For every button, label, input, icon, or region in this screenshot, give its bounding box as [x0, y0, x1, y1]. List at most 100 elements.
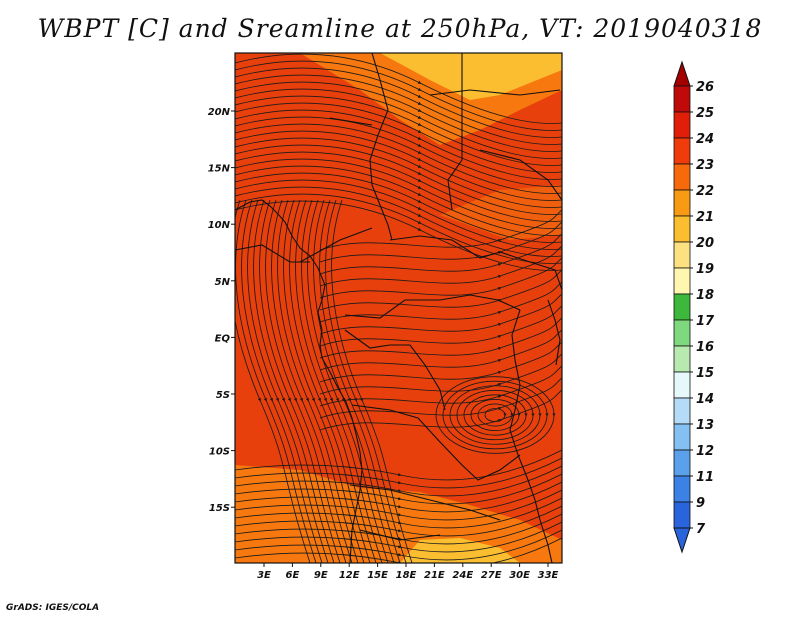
- lat-tick-label: 5N: [215, 277, 231, 288]
- streamline: [331, 199, 413, 563]
- streamline: [235, 513, 562, 545]
- border-line-11: [359, 529, 441, 541]
- colorbar-swatch: [673, 111, 691, 139]
- lon-tick-label: 24E: [452, 570, 473, 581]
- coastlines-and-borders: [235, 53, 562, 563]
- streamline: [235, 473, 562, 505]
- wbpt-field-hot-south: [400, 538, 520, 563]
- streamline: [484, 408, 507, 422]
- streamline: [319, 329, 562, 371]
- colorbar-label: 9: [696, 496, 705, 511]
- lon-tick-label: 3E: [257, 570, 271, 581]
- streamline: [235, 521, 562, 553]
- streamline: [477, 403, 514, 427]
- west-africa-coastline: [235, 199, 363, 563]
- lat-tick-label: 15S: [209, 503, 230, 514]
- lat-tick-label: EQ: [215, 333, 231, 344]
- streamline: [319, 209, 562, 251]
- colorbar-top-arrow: [673, 60, 691, 87]
- streamline: [235, 465, 562, 497]
- border-line-7: [344, 294, 521, 319]
- streamline: [319, 245, 562, 287]
- colorbar-swatch: [673, 267, 691, 295]
- colorbar-swatch: [673, 423, 691, 451]
- field-layer: [235, 53, 562, 563]
- grads-credit: GrADS: IGES/COLA: [6, 603, 100, 613]
- border-line-3: [329, 117, 373, 126]
- lon-tick-label: 33E: [538, 570, 559, 581]
- streamline: [235, 74, 562, 145]
- colorbar-swatch: [673, 449, 691, 477]
- map-frame: [234, 52, 563, 564]
- streamline: [319, 293, 562, 335]
- lat-tick-label: 5S: [216, 390, 230, 401]
- streamline: [456, 389, 535, 441]
- streamline: [319, 257, 562, 299]
- streamline: [235, 144, 562, 215]
- streamline: [277, 199, 359, 563]
- colorbar-label: 20: [696, 236, 714, 251]
- chart-title: WBPT [C] and Sreamline at 250hPa, VT: 20…: [37, 14, 763, 43]
- lon-tick-label: 30E: [509, 570, 530, 581]
- streamline: [325, 199, 407, 563]
- streamline: [259, 199, 341, 563]
- colorbar-swatch: [673, 319, 691, 347]
- streamline: [295, 199, 377, 563]
- latitude-axis: 20N 15N 10N 5N EQ 5S 10S 15S: [208, 107, 235, 514]
- streamline: [235, 109, 562, 180]
- border-line-9: [351, 404, 521, 481]
- lon-tick-label: 9E: [314, 570, 328, 581]
- lat-tick-label: 10S: [209, 447, 230, 458]
- streamline: [271, 199, 353, 563]
- streamlines: [235, 53, 562, 563]
- streamline: [235, 151, 562, 222]
- streamline: [235, 130, 562, 201]
- streamline: [235, 457, 562, 489]
- east-africa-lakes-border: [509, 309, 553, 563]
- streamline: [319, 317, 562, 359]
- streamline: [301, 199, 383, 563]
- lat-tick-label: 15N: [208, 164, 231, 175]
- streamline: [235, 179, 562, 250]
- colorbar-bottom-arrow: [673, 527, 691, 554]
- lon-tick-label: 27E: [481, 570, 502, 581]
- streamline: [235, 172, 562, 243]
- streamline: [235, 186, 562, 257]
- streamline: [319, 353, 562, 395]
- lat-tick-label: 20N: [208, 107, 231, 118]
- streamline: [442, 380, 549, 450]
- border-line-8: [344, 329, 446, 411]
- colorbar-label: 7: [696, 522, 706, 537]
- colorbar-swatch: [673, 137, 691, 165]
- streamline: [235, 497, 562, 529]
- colorbar-swatch: [673, 163, 691, 191]
- streamline: [289, 199, 371, 563]
- streamline: [235, 123, 562, 194]
- streamline: [265, 199, 347, 563]
- colorbar-swatch: [673, 85, 691, 113]
- colorbar-label: 14: [696, 392, 714, 407]
- colorbar-label: 18: [696, 288, 714, 303]
- colorbar-label: 19: [696, 262, 714, 277]
- wbpt-field-hot-north: [380, 53, 562, 100]
- colorbar-label: 23: [696, 158, 714, 173]
- lat-tick-label: 10N: [208, 220, 231, 231]
- streamline: [235, 489, 562, 521]
- streamline: [235, 137, 562, 208]
- colorbar-label: 12: [696, 444, 714, 459]
- streamline: [235, 449, 562, 481]
- lon-tick-label: 6E: [286, 570, 300, 581]
- streamline: [319, 365, 562, 407]
- colorbar-label: 17: [696, 314, 715, 329]
- colorbar-swatch: [673, 397, 691, 425]
- streamline: [319, 269, 562, 311]
- lon-tick-label: 15E: [367, 570, 388, 581]
- colorbar-label: 16: [696, 340, 714, 355]
- border-line-13: [479, 149, 562, 201]
- streamline: [235, 165, 562, 236]
- colorbar-label: 22: [696, 184, 714, 199]
- streamline: [319, 233, 562, 275]
- streamline: [235, 67, 562, 138]
- colorbar-label: 26: [696, 80, 714, 95]
